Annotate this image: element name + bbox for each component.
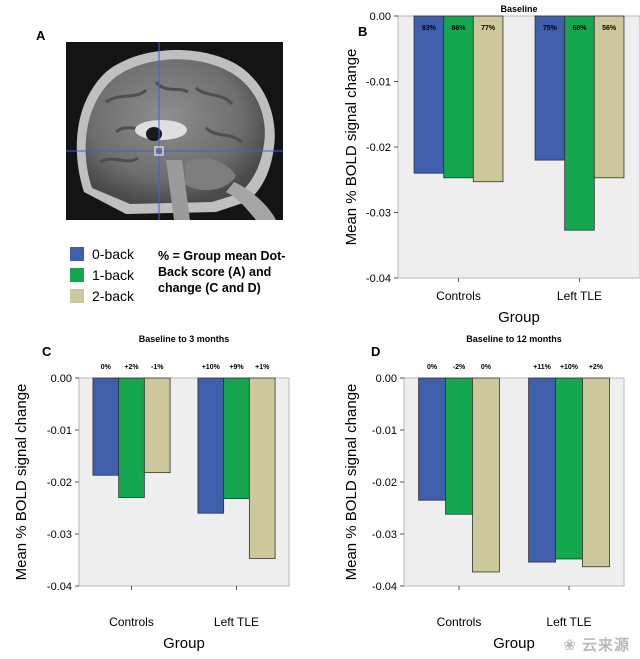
x-tick-label: Left TLE	[214, 615, 259, 629]
x-axis-label: Group	[163, 635, 205, 652]
y-tick-label: 0.00	[51, 373, 72, 385]
legend-label: 1-back	[92, 267, 135, 283]
chart-baseline-to-12-months: Baseline to 12 months 0.00 -0.01 -0.02 -0.03…	[343, 334, 625, 652]
bar	[555, 377, 583, 560]
chart-baseline-to-3-months: Baseline to 3 months 0.00 -0.01 -0.02 -0.03 -…	[13, 334, 290, 652]
legend-note: % = Group mean Dot-Back score (A) and ch…	[158, 249, 286, 295]
legend-label: 0-back	[92, 246, 135, 262]
y-axis-label: Mean % BOLD signal change	[343, 384, 360, 581]
panel-letter-c: C	[42, 344, 52, 359]
panel-letter-d: D	[371, 344, 381, 359]
y-axis-label: Mean % BOLD signal change	[343, 49, 360, 246]
y-tick-label: 0.00	[370, 11, 391, 23]
bar	[413, 15, 445, 174]
data-label: 93%	[422, 25, 437, 32]
y-tick-label: -0.02	[366, 142, 391, 154]
panel-letter-a: A	[36, 28, 46, 43]
data-label: +11%	[533, 364, 551, 371]
bar	[472, 377, 500, 573]
x-tick-label: Left TLE	[546, 615, 591, 629]
data-label: 0%	[427, 364, 438, 371]
bar	[564, 15, 595, 231]
data-label: 56%	[602, 25, 617, 32]
x-axis-label: Group	[493, 635, 535, 652]
legend-label: 2-back	[92, 288, 135, 304]
panel-letter-b: B	[358, 24, 368, 39]
data-label: -2%	[453, 364, 466, 371]
bar	[443, 15, 474, 179]
y-tick-label: -0.01	[372, 425, 397, 437]
y-tick-label: 0.00	[376, 373, 397, 385]
y-tick-label: -0.03	[372, 529, 397, 541]
x-tick-label: Left TLE	[557, 289, 602, 303]
brain-scan-illustration	[66, 42, 283, 220]
mri-sagittal-image	[66, 42, 283, 220]
bar	[92, 377, 120, 476]
bar	[248, 377, 276, 559]
bar	[593, 15, 625, 179]
data-label: +10%	[202, 364, 221, 371]
y-tick-label: -0.01	[47, 425, 72, 437]
y-tick-label: -0.02	[372, 477, 397, 489]
x-tick-label: Controls	[109, 615, 154, 629]
y-tick-label: -0.04	[47, 581, 72, 593]
data-label: +2%	[589, 364, 604, 371]
y-tick-label: -0.02	[47, 477, 72, 489]
bar	[418, 377, 446, 501]
legend-swatch-0-back	[70, 247, 84, 261]
data-label: 68%	[572, 25, 587, 32]
chart-title: Baseline to 12 months	[466, 334, 562, 344]
watermark: ❀ 云来源	[563, 637, 630, 654]
data-label: 77%	[481, 25, 496, 32]
data-label: +1%	[255, 364, 270, 371]
chart-title: Baseline	[500, 4, 537, 14]
x-tick-label: Controls	[436, 289, 481, 303]
x-tick-label: Controls	[437, 615, 482, 629]
data-label: -1%	[151, 364, 164, 371]
x-axis-label: Group	[498, 309, 540, 326]
bar	[582, 377, 610, 568]
data-label: +9%	[229, 364, 244, 371]
chart-baseline: Baseline 0.00 -0.01 -0.02 -0.03 -0.04 Mean % B…	[343, 4, 640, 326]
bar	[197, 377, 225, 514]
bar	[528, 377, 556, 563]
data-label: +10%	[560, 364, 579, 371]
bar	[143, 377, 171, 474]
bar	[118, 377, 145, 498]
data-label: +2%	[124, 364, 139, 371]
bar	[472, 15, 504, 183]
y-tick-label: -0.04	[372, 581, 397, 593]
y-tick-label: -0.01	[366, 77, 391, 89]
y-tick-label: -0.03	[366, 208, 391, 220]
y-axis-label: Mean % BOLD signal change	[13, 384, 30, 581]
y-tick-label: -0.03	[47, 529, 72, 541]
chart-title: Baseline to 3 months	[139, 334, 230, 344]
legend-swatch-2-back	[70, 289, 84, 303]
data-label: 0%	[481, 364, 492, 371]
bar	[223, 377, 250, 500]
data-label: 0%	[101, 364, 112, 371]
data-label: 86%	[451, 25, 466, 32]
y-tick-label: -0.04	[366, 273, 391, 285]
bar	[445, 377, 473, 515]
data-label: 75%	[543, 25, 558, 32]
bar	[534, 15, 566, 161]
legend-swatch-1-back	[70, 268, 84, 282]
